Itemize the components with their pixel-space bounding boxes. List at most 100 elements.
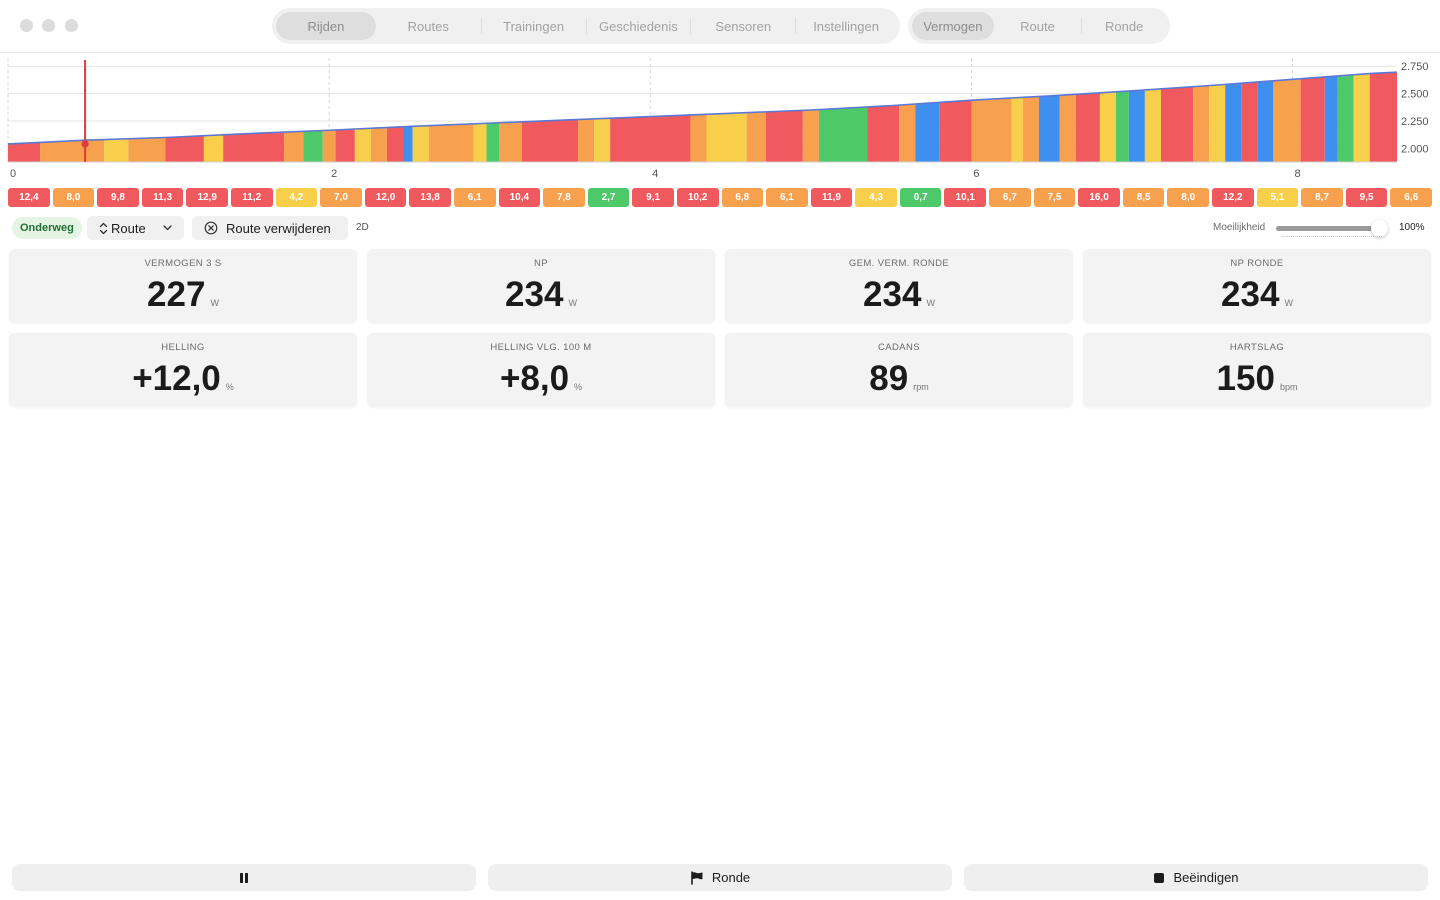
difficulty-value: 100% — [1399, 222, 1425, 233]
segment-gradient-chip: 8,5 — [1122, 188, 1165, 207]
tab-separator — [585, 18, 587, 34]
segment-gradient-chip: 16,0 — [1078, 188, 1120, 207]
close-button[interactable] — [20, 19, 33, 32]
tab-trainingen[interactable]: Trainingen — [503, 18, 565, 34]
zone-band — [1300, 76, 1325, 162]
metric-card-lap-np: NP RONDE 234 W — [1083, 249, 1431, 323]
pause-icon — [239, 872, 249, 884]
metric-card-power-3s: VERMOGEN 3 S 227 W — [9, 249, 357, 323]
minimize-button[interactable] — [42, 19, 55, 32]
zone-band — [971, 97, 1012, 162]
zone-band — [1038, 95, 1060, 162]
segment-gradient-chip: 11,2 — [230, 188, 273, 207]
zone-band — [303, 130, 323, 162]
segment-gradient-chip: 9,1 — [632, 188, 674, 207]
route-select-label: Route — [111, 220, 146, 236]
main-navigation: Rijden Routes Trainingen Geschiedenis Se… — [272, 8, 900, 44]
zoom-button[interactable] — [65, 19, 78, 32]
segment-gradient-chip: 9,8 — [97, 188, 139, 207]
route-select[interactable]: Route — [87, 216, 184, 240]
segment-gradient-chip: 12,9 — [186, 188, 228, 207]
finish-button[interactable]: Beëindigen — [964, 864, 1428, 891]
finish-label: Beëindigen — [1173, 870, 1239, 885]
metric-label: VERMOGEN 3 S — [144, 258, 222, 269]
zone-band — [335, 129, 355, 162]
flag-icon — [690, 870, 704, 885]
metric-value: 150 — [1216, 359, 1275, 398]
remove-route-button[interactable]: Route verwijderen — [192, 216, 348, 240]
metric-unit: % — [225, 382, 234, 392]
lap-button[interactable]: Ronde — [488, 864, 952, 891]
zone-band — [1257, 80, 1274, 162]
zone-band — [1209, 84, 1226, 162]
zone-band — [499, 121, 522, 162]
zone-band — [1241, 81, 1258, 162]
difficulty-slider[interactable] — [1276, 220, 1388, 237]
view-tab-ronde[interactable]: Ronde — [1105, 18, 1144, 34]
title-bar: Rijden Routes Trainingen Geschiedenis Se… — [0, 0, 1440, 53]
x-tick-label: 8 — [1295, 168, 1301, 180]
segment-gradient-chip: 0,7 — [899, 188, 942, 207]
view-tab-vermogen[interactable]: Vermogen — [912, 12, 994, 40]
view-mode-toggle[interactable]: 2D — [356, 222, 369, 233]
tab-rijden[interactable]: Rijden — [276, 12, 376, 40]
zone-band — [939, 100, 972, 162]
lap-label: Ronde — [711, 870, 751, 885]
zone-band — [128, 137, 166, 162]
zone-band — [104, 138, 129, 162]
view-tab-route[interactable]: Route — [1020, 18, 1055, 34]
segment-gradient-chip: 4,2 — [275, 188, 318, 207]
zone-band — [1099, 91, 1116, 162]
zone-band — [1353, 73, 1370, 162]
zone-band — [403, 126, 413, 162]
chevron-down-icon — [163, 225, 172, 231]
zone-band — [594, 118, 611, 162]
segment-gradient-chip: 6,8 — [721, 188, 764, 207]
zone-band — [1337, 74, 1354, 162]
ride-toolbar: Onderweg Route Route verwijderen 2D Moei… — [0, 216, 1440, 242]
metric-value: +8,0 — [499, 359, 570, 398]
zone-band — [899, 103, 916, 162]
zone-band — [1115, 91, 1129, 162]
y-tick-label: 2.000 — [1401, 143, 1429, 155]
segment-gradient-chip: 11,9 — [810, 188, 853, 207]
segment-gradient-chip: 10,4 — [498, 188, 541, 207]
stop-icon — [1153, 872, 1165, 884]
metric-value: 234 — [505, 275, 564, 314]
segment-gradient-chip: 12,2 — [1212, 188, 1254, 207]
metric-unit: bpm — [1279, 382, 1298, 392]
y-tick-label: 2.750 — [1401, 61, 1429, 73]
tab-geschiedenis[interactable]: Geschiedenis — [599, 18, 678, 34]
segment-gradient-chip: 5,1 — [1256, 188, 1299, 207]
segment-gradient-chip: 8,0 — [1167, 188, 1210, 207]
segment-gradient-chip: 10,2 — [676, 188, 719, 207]
tab-separator — [480, 18, 482, 34]
zone-band — [322, 129, 336, 162]
zone-band — [1011, 97, 1023, 162]
zone-band — [690, 114, 707, 162]
segment-gradient-chip: 8,7 — [1301, 188, 1343, 207]
metric-card-cadence: CADANS 89 rpm — [725, 333, 1073, 407]
y-tick-label: 2.250 — [1401, 116, 1429, 128]
difficulty-slider-ticks — [1282, 236, 1382, 240]
tab-instellingen[interactable]: Instellingen — [813, 18, 879, 34]
tab-separator — [1081, 18, 1083, 34]
zone-band — [1059, 94, 1076, 162]
pause-button[interactable] — [12, 864, 476, 891]
x-tick-label: 6 — [973, 168, 979, 180]
metric-unit: W — [568, 298, 577, 308]
tab-sensoren[interactable]: Sensoren — [715, 18, 772, 34]
zone-band — [1225, 83, 1242, 162]
status-badge: Onderweg — [12, 217, 82, 239]
zone-band — [40, 139, 105, 162]
elevation-power-chart[interactable]: 2.750 2.500 2.250 2.000 0 2 4 6 8 — [0, 52, 1440, 182]
zone-band — [867, 105, 900, 162]
y-tick-label: 2.500 — [1401, 89, 1429, 101]
tab-routes[interactable]: Routes — [407, 18, 449, 34]
zone-band — [1128, 89, 1145, 162]
zone-band — [521, 119, 579, 162]
difficulty-slider-knob[interactable] — [1371, 220, 1388, 237]
updown-chevron-icon — [99, 222, 108, 235]
segment-gradient-chip: 10,1 — [944, 188, 987, 207]
segment-gradient-chip: 8,0 — [52, 188, 95, 207]
